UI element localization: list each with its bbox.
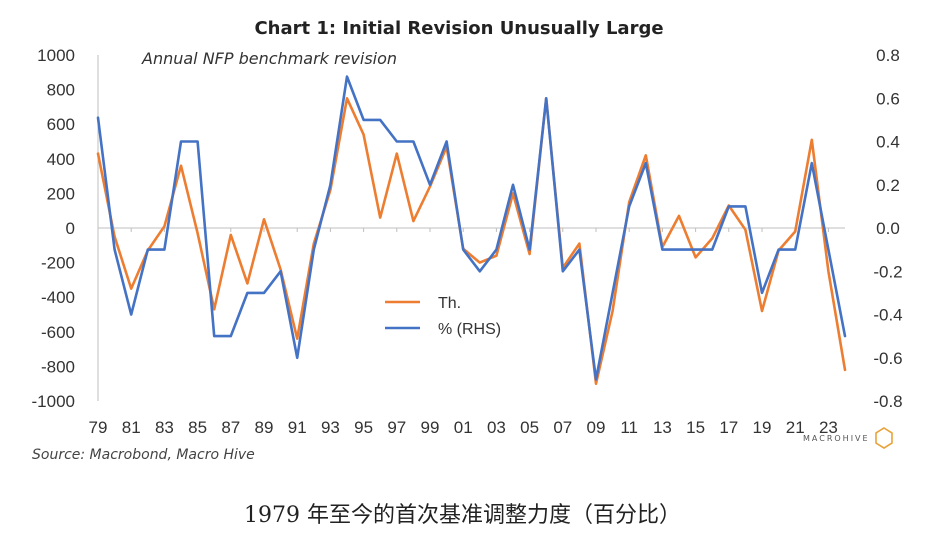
legend: Th. % (RHS) bbox=[385, 295, 501, 338]
left-tick-label: 400 bbox=[47, 150, 75, 169]
x-tick-label: 85 bbox=[188, 418, 207, 437]
logo-text: MACROHIVE bbox=[803, 434, 870, 443]
hexagon-logo-icon bbox=[875, 427, 893, 449]
right-y-axis: 0.8 0.6 0.4 0.2 0.0 -0.2 -0.4 -0.6 -0.8 bbox=[873, 46, 902, 411]
right-tick-label: -0.2 bbox=[873, 262, 902, 281]
x-axis: 79 81 83 85 87 89 91 93 95 97 99 01 03 05 07 09 11 13 15 17… bbox=[89, 55, 845, 437]
left-tick-label: -1000 bbox=[32, 392, 75, 411]
x-tick-label: 07 bbox=[553, 418, 572, 437]
right-tick-label: 0.0 bbox=[876, 219, 900, 238]
x-tick-label: 87 bbox=[221, 418, 240, 437]
left-tick-label: -600 bbox=[41, 323, 75, 342]
left-tick-label: -400 bbox=[41, 288, 75, 307]
x-tick-label: 89 bbox=[255, 418, 274, 437]
x-tick-label: 09 bbox=[587, 418, 606, 437]
left-tick-label: 800 bbox=[47, 81, 75, 100]
series-line-th bbox=[96, 97, 847, 386]
right-tick-label: 0.8 bbox=[876, 46, 900, 65]
chart-subtitle: Annual NFP benchmark revision bbox=[141, 49, 397, 68]
x-tick-label: 99 bbox=[421, 418, 440, 437]
x-tick-label: 79 bbox=[89, 418, 108, 437]
right-tick-label: 0.4 bbox=[876, 133, 900, 152]
x-tick-label: 03 bbox=[487, 418, 506, 437]
x-tick-label: 01 bbox=[454, 418, 473, 437]
figure-caption: 1979 年至今的首次基准调整力度（百分比） bbox=[244, 503, 681, 528]
legend-label-th: Th. bbox=[438, 295, 461, 312]
x-tick-label: 19 bbox=[753, 418, 772, 437]
chart-title: Chart 1: Initial Revision Unusually Larg… bbox=[254, 18, 663, 39]
left-tick-label: 0 bbox=[66, 219, 75, 238]
x-tick-label: 97 bbox=[387, 418, 406, 437]
x-tick-label: 11 bbox=[620, 418, 638, 437]
x-tick-label: 23 bbox=[819, 418, 838, 437]
left-y-axis: 1000 800 600 400 200 0 -200 -400 -600 -800 -1000 bbox=[32, 46, 75, 411]
x-tick-label: 95 bbox=[354, 418, 373, 437]
left-tick-label: 600 bbox=[47, 115, 75, 134]
right-tick-label: 0.6 bbox=[876, 89, 900, 108]
macrohive-logo: MACROHIVE bbox=[803, 427, 893, 449]
chart-source: Source: Macrobond, Macro Hive bbox=[32, 447, 255, 463]
right-tick-label: 0.2 bbox=[876, 176, 900, 195]
x-tick-label: 17 bbox=[719, 418, 738, 437]
left-tick-label: -800 bbox=[41, 357, 75, 376]
x-tick-label: 05 bbox=[520, 418, 539, 437]
left-tick-label: -200 bbox=[41, 254, 75, 273]
x-tick-label: 15 bbox=[686, 418, 705, 437]
chart: Chart 1: Initial Revision Unusually Larg… bbox=[32, 18, 903, 463]
x-tick-label: 21 bbox=[786, 418, 805, 437]
right-tick-label: -0.8 bbox=[873, 392, 902, 411]
right-tick-label: -0.6 bbox=[873, 349, 902, 368]
left-tick-label: 1000 bbox=[37, 46, 75, 65]
series-line-pct-rhs bbox=[96, 75, 847, 381]
right-tick-label: -0.4 bbox=[873, 306, 902, 325]
left-tick-label: 200 bbox=[47, 184, 75, 203]
plot-area bbox=[96, 75, 847, 386]
x-tick-label: 83 bbox=[155, 418, 174, 437]
legend-label-pct: % (RHS) bbox=[438, 321, 501, 338]
x-tick-label: 81 bbox=[122, 418, 141, 437]
x-tick-label: 13 bbox=[653, 418, 672, 437]
x-tick-label: 91 bbox=[288, 418, 307, 437]
x-tick-label: 93 bbox=[321, 418, 340, 437]
